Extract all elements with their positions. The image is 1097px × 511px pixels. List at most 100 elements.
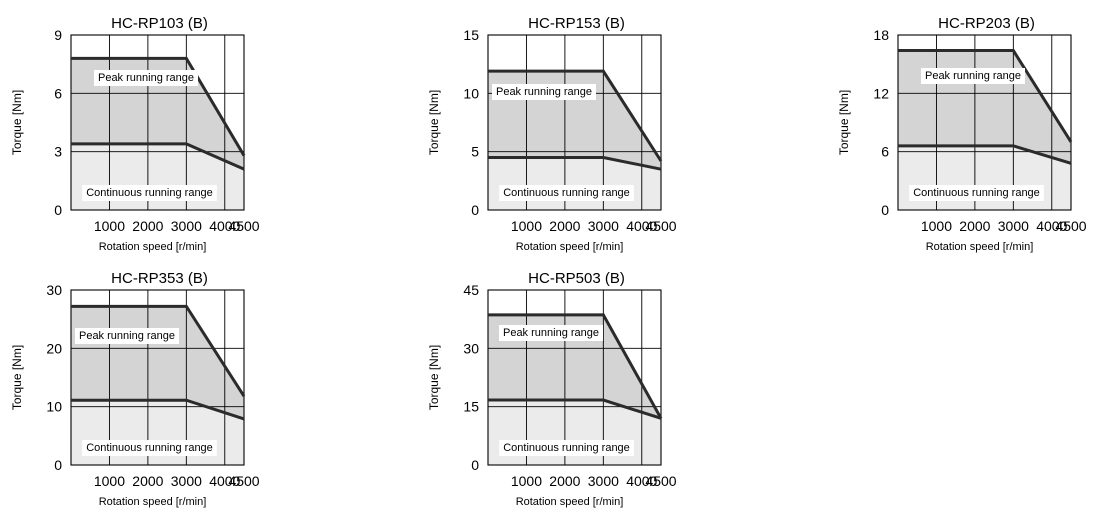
y-tick-label: 18 — [873, 27, 889, 43]
continuous-torque-line — [488, 398, 662, 420]
x-tick-label: 1000 — [921, 218, 952, 234]
y-tick-label: 6 — [54, 85, 62, 101]
x-axis-title: Rotation speed [r/min] — [926, 241, 1034, 253]
x-tick-label: 4000 — [209, 473, 240, 489]
x-tick-label: 1000 — [511, 218, 542, 234]
x-tick-label: 2000 — [132, 473, 163, 489]
continuous-running-range-label-box — [82, 440, 217, 456]
x-tick-label: 4500 — [645, 473, 676, 489]
y-tick-label: 15 — [463, 399, 479, 415]
x-axis-title: Rotation speed [r/min] — [99, 496, 207, 508]
torque-chart-5: Peak running range Continuous running ran… — [427, 270, 677, 508]
continuous-torque-line — [71, 142, 245, 171]
torque-chart-1: Peak running range Continuous running ran… — [10, 15, 260, 253]
x-tick-label: 1000 — [94, 218, 125, 234]
peak-running-range-label-box — [74, 328, 180, 344]
y-tick-label: 0 — [471, 457, 479, 473]
x-axis-title: Rotation speed [r/min] — [516, 496, 624, 508]
continuous-running-range-label: Continuous running range — [503, 442, 630, 454]
x-tick-label: 3000 — [588, 473, 619, 489]
peak-running-range-label-box — [93, 70, 199, 86]
x-tick-label: 1000 — [94, 473, 125, 489]
peak-torque-line — [488, 313, 663, 420]
peak-running-range-label: Peak running range — [496, 86, 592, 98]
continuous-running-range-label: Continuous running range — [503, 187, 630, 199]
y-tick-label: 0 — [54, 457, 62, 473]
peak-torque-line — [898, 49, 1073, 143]
y-tick-label: 0 — [471, 202, 479, 218]
chart-title: HC-RP503 (B) — [528, 270, 625, 287]
y-axis-title: Torque [Nm] — [10, 90, 24, 155]
plot-frame — [70, 289, 245, 466]
continuous-torque-line — [488, 156, 662, 171]
y-tick-label: 30 — [46, 282, 62, 298]
continuous-torque-line — [71, 398, 245, 421]
x-tick-label: 4500 — [228, 218, 259, 234]
x-tick-label: 2000 — [549, 473, 580, 489]
y-tick-label: 3 — [54, 144, 62, 160]
peak-running-range-label: Peak running range — [503, 327, 599, 339]
y-tick-label: 10 — [46, 399, 62, 415]
continuous-running-range-label-box — [909, 185, 1044, 201]
peak-running-range-label: Peak running range — [98, 72, 194, 84]
y-tick-label: 0 — [54, 202, 62, 218]
chart-title: HC-RP103 (B) — [111, 15, 208, 32]
y-axis-title: Torque [Nm] — [427, 90, 441, 155]
peak-torque-line — [488, 69, 663, 162]
y-tick-label: 6 — [881, 144, 889, 160]
continuous-running-range-label-box — [82, 185, 217, 201]
y-tick-label: 45 — [463, 282, 479, 298]
peak-torque-line — [71, 56, 246, 157]
y-tick-label: 12 — [873, 85, 889, 101]
y-axis-title: Torque [Nm] — [427, 345, 441, 410]
plot-frame — [487, 289, 662, 466]
x-tick-label: 2000 — [549, 218, 580, 234]
x-tick-label: 4000 — [626, 473, 657, 489]
x-tick-label: 2000 — [959, 218, 990, 234]
torque-chart-3: Peak running range Continuous running ran… — [837, 15, 1087, 253]
chart-title: HC-RP353 (B) — [111, 270, 208, 287]
x-axis-title: Rotation speed [r/min] — [516, 241, 624, 253]
x-tick-label: 3000 — [171, 473, 202, 489]
continuous-running-range-label-box — [499, 185, 634, 201]
peak-running-range-label: Peak running range — [925, 70, 1021, 82]
peak-running-range-label-box — [498, 325, 604, 341]
x-tick-label: 4500 — [228, 473, 259, 489]
y-tick-label: 10 — [463, 85, 479, 101]
y-tick-label: 15 — [463, 27, 479, 43]
x-tick-label: 4000 — [209, 218, 240, 234]
torque-chart-2: Peak running range Continuous running ran… — [427, 15, 677, 253]
continuous-running-range-label: Continuous running range — [86, 442, 213, 454]
x-axis-title: Rotation speed [r/min] — [99, 241, 207, 253]
x-tick-label: 4500 — [1055, 218, 1086, 234]
chart-title: HC-RP153 (B) — [528, 15, 625, 32]
chart-title: HC-RP203 (B) — [938, 15, 1035, 32]
x-tick-label: 4000 — [626, 218, 657, 234]
x-tick-label: 4000 — [1036, 218, 1067, 234]
y-tick-label: 5 — [471, 144, 479, 160]
continuous-torque-line — [898, 144, 1072, 165]
x-tick-label: 4500 — [645, 218, 676, 234]
continuous-running-range-label-box — [499, 440, 634, 456]
plot-frame — [487, 34, 662, 211]
y-tick-label: 20 — [46, 340, 62, 356]
peak-running-range-label-box — [491, 84, 597, 100]
x-tick-label: 2000 — [132, 218, 163, 234]
continuous-running-range-label: Continuous running range — [913, 187, 1040, 199]
continuous-running-range-label: Continuous running range — [86, 187, 213, 199]
x-tick-label: 1000 — [511, 473, 542, 489]
torque-chart-4: Peak running range Continuous running ran… — [10, 270, 260, 508]
peak-running-range-label-box — [920, 68, 1026, 84]
x-tick-label: 3000 — [588, 218, 619, 234]
y-tick-label: 9 — [54, 27, 62, 43]
y-axis-title: Torque [Nm] — [837, 90, 851, 155]
peak-torque-line — [71, 304, 246, 397]
y-axis-title: Torque [Nm] — [10, 345, 24, 410]
plot-frame — [897, 34, 1072, 211]
y-tick-label: 0 — [881, 202, 889, 218]
x-tick-label: 3000 — [171, 218, 202, 234]
peak-running-range-label: Peak running range — [79, 330, 175, 342]
plot-frame — [70, 34, 245, 211]
x-tick-label: 3000 — [998, 218, 1029, 234]
